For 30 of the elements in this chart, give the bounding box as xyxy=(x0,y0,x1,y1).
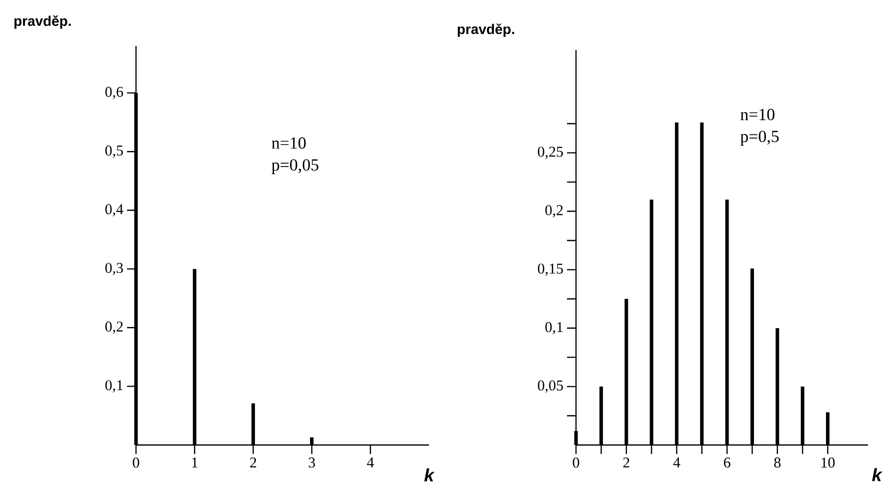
x-tick-label: 10 xyxy=(822,458,835,468)
y-tick-label: 0,15 xyxy=(538,264,563,276)
annotation: n=10 xyxy=(740,108,774,120)
y-axis-title: pravděp. xyxy=(458,24,514,37)
y-tick-label: 0,6 xyxy=(105,86,124,100)
x-tick-label: 4 xyxy=(673,458,680,468)
y-tick-label: 0,2 xyxy=(105,322,123,334)
x-tick-label: 0 xyxy=(572,458,580,468)
x-tick-label: 1 xyxy=(192,458,198,468)
annotation: p=0,05 xyxy=(272,159,318,174)
x-axis-title: k xyxy=(424,468,435,482)
y-tick-label: 0,1 xyxy=(545,322,563,334)
x-tick-label: 2 xyxy=(623,458,630,468)
x-tick-label: 0 xyxy=(132,458,140,468)
annotation: n=10 xyxy=(272,137,306,149)
y-tick-label: 0,05 xyxy=(538,380,563,393)
x-tick-label: 4 xyxy=(366,458,374,468)
y-tick-label: 0,3 xyxy=(105,262,123,276)
y-tick-label: 0,25 xyxy=(538,146,563,159)
y-axis-title: pravděp. xyxy=(14,15,71,29)
y-tick-label: 0,1 xyxy=(105,380,123,392)
x-axis-title: k xyxy=(872,468,882,482)
y-tick-label: 0,4 xyxy=(105,204,124,216)
x-tick-label: 6 xyxy=(724,458,730,468)
x-tick-label: 3 xyxy=(308,458,315,468)
annotation: p=0,5 xyxy=(740,130,779,146)
y-tick-label: 0,5 xyxy=(105,145,123,158)
x-tick-label: 8 xyxy=(774,458,781,468)
x-tick-label: 2 xyxy=(250,458,256,468)
y-tick-label: 0,2 xyxy=(545,205,563,218)
